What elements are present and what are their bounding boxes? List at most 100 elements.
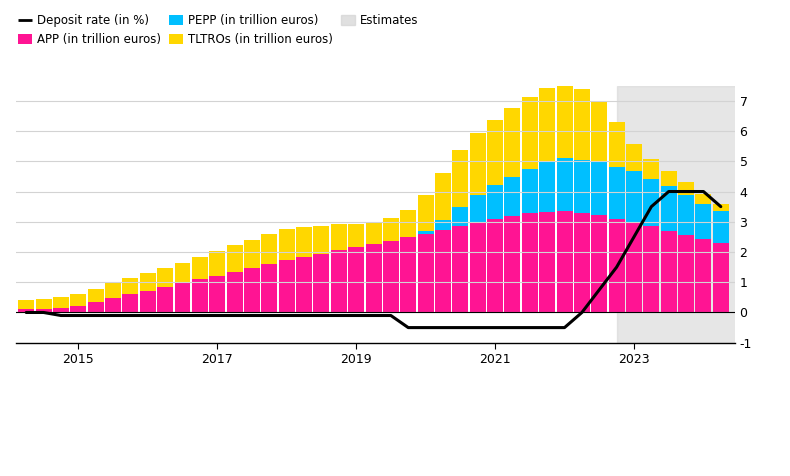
Legend: Deposit rate (in %), APP (in trillion euros), PEPP (in trillion euros), TLTROs (: Deposit rate (in %), APP (in trillion eu… bbox=[18, 14, 419, 46]
Bar bbox=[678, 195, 694, 235]
Bar bbox=[88, 289, 103, 302]
Bar bbox=[140, 291, 156, 312]
Bar bbox=[157, 268, 173, 287]
Bar bbox=[418, 234, 434, 312]
Bar bbox=[418, 195, 434, 231]
Bar bbox=[487, 219, 503, 312]
Bar bbox=[505, 216, 521, 312]
Bar bbox=[296, 257, 312, 312]
Bar bbox=[626, 222, 642, 312]
Bar bbox=[574, 213, 590, 312]
Bar bbox=[470, 132, 486, 196]
Bar bbox=[505, 177, 521, 216]
Bar bbox=[227, 272, 243, 312]
Bar bbox=[261, 235, 277, 264]
Bar bbox=[175, 263, 190, 283]
Bar bbox=[18, 309, 34, 312]
Bar bbox=[713, 211, 729, 243]
Bar bbox=[175, 283, 190, 312]
Bar bbox=[105, 298, 121, 312]
Bar bbox=[314, 226, 329, 254]
Bar bbox=[418, 231, 434, 234]
Bar bbox=[157, 287, 173, 312]
Bar bbox=[678, 235, 694, 312]
Bar bbox=[18, 300, 34, 309]
Bar bbox=[556, 211, 573, 312]
Bar bbox=[574, 89, 590, 160]
Bar bbox=[487, 119, 503, 186]
Bar bbox=[591, 102, 608, 162]
Bar bbox=[695, 239, 712, 312]
Bar bbox=[331, 250, 347, 312]
Bar bbox=[192, 279, 208, 312]
Bar bbox=[591, 215, 608, 312]
Bar bbox=[401, 238, 416, 312]
Bar bbox=[348, 248, 364, 312]
Bar bbox=[626, 171, 642, 222]
Bar bbox=[626, 144, 642, 171]
Bar bbox=[244, 240, 260, 268]
Bar bbox=[643, 159, 660, 178]
Bar bbox=[617, 86, 745, 343]
Bar bbox=[314, 254, 329, 312]
Bar bbox=[713, 243, 729, 312]
Bar bbox=[435, 173, 451, 219]
Bar bbox=[122, 278, 138, 294]
Bar bbox=[122, 294, 138, 312]
Bar bbox=[660, 186, 677, 231]
Bar bbox=[643, 178, 660, 226]
Bar bbox=[539, 89, 555, 162]
Bar bbox=[453, 226, 468, 312]
Bar bbox=[608, 122, 625, 167]
Bar bbox=[383, 241, 399, 312]
Bar bbox=[522, 169, 538, 213]
Bar bbox=[53, 297, 69, 307]
Bar bbox=[539, 162, 555, 212]
Bar bbox=[556, 158, 573, 211]
Bar bbox=[608, 219, 625, 312]
Bar bbox=[522, 213, 538, 312]
Bar bbox=[678, 182, 694, 195]
Bar bbox=[296, 227, 312, 257]
Bar bbox=[591, 162, 608, 215]
Bar bbox=[539, 212, 555, 312]
Bar bbox=[383, 218, 399, 241]
Bar bbox=[261, 264, 277, 312]
Bar bbox=[505, 109, 521, 177]
Bar bbox=[209, 276, 225, 312]
Bar bbox=[608, 167, 625, 219]
Bar bbox=[695, 194, 712, 204]
Bar bbox=[36, 298, 51, 308]
Bar bbox=[453, 207, 468, 226]
Bar bbox=[366, 222, 382, 245]
Bar bbox=[643, 226, 660, 312]
Bar bbox=[140, 273, 156, 291]
Bar bbox=[105, 283, 121, 298]
Bar bbox=[470, 223, 486, 312]
Bar bbox=[556, 85, 573, 158]
Bar bbox=[695, 204, 712, 239]
Bar bbox=[522, 98, 538, 169]
Bar bbox=[36, 308, 51, 312]
Bar bbox=[279, 260, 295, 312]
Bar bbox=[470, 196, 486, 223]
Bar bbox=[53, 307, 69, 312]
Bar bbox=[227, 245, 243, 272]
Bar bbox=[244, 268, 260, 312]
Bar bbox=[209, 251, 225, 276]
Bar bbox=[660, 231, 677, 312]
Bar bbox=[70, 294, 86, 306]
Bar bbox=[713, 204, 729, 211]
Bar bbox=[88, 302, 103, 312]
Bar bbox=[453, 150, 468, 207]
Bar bbox=[348, 224, 364, 248]
Bar bbox=[660, 171, 677, 186]
Bar bbox=[70, 306, 86, 312]
Bar bbox=[401, 209, 416, 238]
Bar bbox=[487, 186, 503, 219]
Bar bbox=[331, 224, 347, 250]
Bar bbox=[279, 229, 295, 260]
Bar bbox=[574, 160, 590, 213]
Bar bbox=[435, 230, 451, 312]
Bar bbox=[435, 219, 451, 230]
